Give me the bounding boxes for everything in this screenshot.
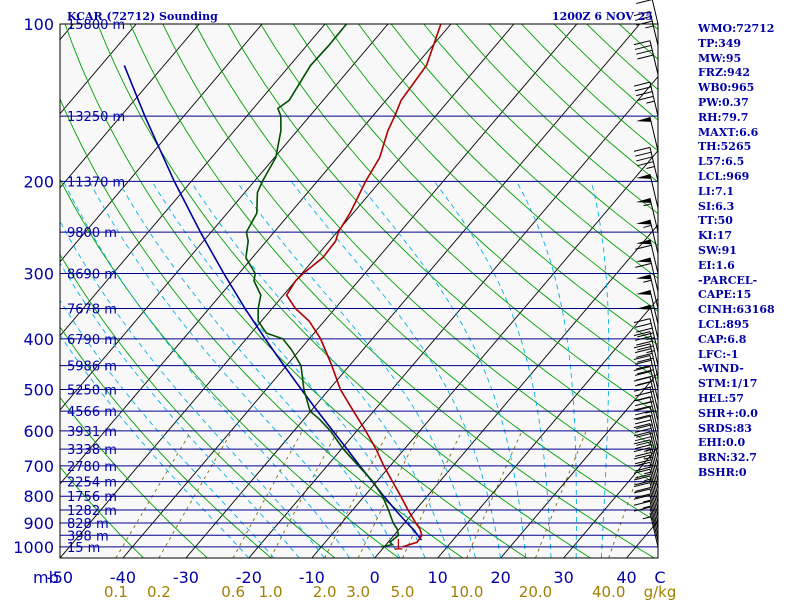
stat-line: BSHR:0	[698, 466, 798, 481]
pressure-tick-label: 100	[23, 15, 54, 34]
mixing-ratio-tick-label: 0.6	[221, 583, 245, 600]
stat-line: FRZ:942	[698, 66, 798, 81]
stat-line: EHI:0.0	[698, 436, 798, 451]
mixing-ratio-tick-label: 5.0	[391, 583, 415, 600]
mixing-ratio-tick-label: 3.0	[346, 583, 370, 600]
temperature-tick-label: 30	[553, 568, 573, 587]
mixing-ratio-tick-label: 0.1	[104, 583, 128, 600]
height-label: 8690 m	[67, 267, 117, 282]
stat-line: RH:79.7	[698, 111, 798, 126]
height-label: 13250 m	[67, 110, 125, 125]
temperature-tick-label: -50	[47, 568, 73, 587]
temperature-tick-label: 10	[428, 568, 448, 587]
stat-line: CAP:6.8	[698, 333, 798, 348]
stat-line: STM:1/17	[698, 377, 798, 392]
stat-line: LCL:969	[698, 170, 798, 185]
stat-line: BRN:32.7	[698, 451, 798, 466]
stat-line: CAPE:15	[698, 288, 798, 303]
mixing-ratio-unit-label: g/kg	[644, 583, 677, 600]
stat-line: LFC:-1	[698, 348, 798, 363]
stat-line: TP:349	[698, 37, 798, 52]
stat-line: TT:50	[698, 214, 798, 229]
height-label: 7678 m	[67, 303, 117, 318]
stat-line: LCL:895	[698, 318, 798, 333]
height-label: 9800 m	[67, 226, 117, 241]
stat-line: HEL:57	[698, 392, 798, 407]
pressure-tick-label: 500	[23, 381, 54, 400]
mixing-ratio-tick-label: 2.0	[313, 583, 337, 600]
stat-line: MW:95	[698, 52, 798, 67]
pressure-tick-label: 200	[23, 172, 54, 191]
height-label: 1282 m	[67, 504, 117, 519]
height-label: 5250 m	[67, 384, 117, 399]
height-label: 2254 m	[67, 476, 117, 491]
stat-line: PW:0.37	[698, 96, 798, 111]
mixing-ratio-tick-label: 10.0	[450, 583, 483, 600]
height-label: 3338 m	[67, 443, 117, 458]
stat-line: KI:17	[698, 229, 798, 244]
station-title: KCAR (72712) Sounding	[67, 10, 218, 23]
stat-line: L57:6.5	[698, 155, 798, 170]
pressure-tick-label: 600	[23, 422, 54, 441]
height-label: 3931 m	[67, 425, 117, 440]
mixing-ratio-tick-label: 1.0	[259, 583, 283, 600]
pressure-tick-label: 900	[23, 514, 54, 533]
pressure-tick-label: 300	[23, 264, 54, 283]
temperature-tick-label: -30	[173, 568, 199, 587]
stat-line: WB0:965	[698, 81, 798, 96]
height-label: 1756 m	[67, 490, 117, 505]
height-label: 5986 m	[67, 360, 117, 375]
pressure-tick-label: 400	[23, 330, 54, 349]
stat-line: LI:7.1	[698, 185, 798, 200]
stat-line: MAXT:6.6	[698, 126, 798, 141]
stat-line: SI:6.3	[698, 200, 798, 215]
valid-time: 1200Z 6 NOV 25	[552, 10, 653, 23]
stat-line: SRDS:83	[698, 422, 798, 437]
mixing-ratio-tick-label: 0.2	[147, 583, 171, 600]
stat-line: EI:1.6	[698, 259, 798, 274]
stat-line: CINH:63168	[698, 303, 798, 318]
pressure-tick-label: 800	[23, 487, 54, 506]
isotherm-line	[0, 24, 10, 558]
pressure-tick-label: 1000	[13, 538, 54, 557]
mixing-ratio-tick-label: 20.0	[519, 583, 552, 600]
height-label: 828 m	[67, 517, 109, 532]
height-label: 2780 m	[67, 460, 117, 475]
stat-line: SHR+:0.0	[698, 407, 798, 422]
mixing-ratio-tick-label: 40.0	[592, 583, 625, 600]
stat-line: -PARCEL-	[698, 274, 798, 289]
height-label: 11370 m	[67, 175, 125, 190]
height-label: 4566 m	[67, 405, 117, 420]
stat-line: WMO:72712	[698, 22, 798, 37]
height-label: 6790 m	[67, 333, 117, 348]
stat-line: -WIND-	[698, 362, 798, 377]
stat-line: SW:91	[698, 244, 798, 259]
stat-line: TH:5265	[698, 140, 798, 155]
temperature-tick-label: 0	[370, 568, 380, 587]
temperature-tick-label: 20	[490, 568, 510, 587]
pressure-tick-label: 700	[23, 457, 54, 476]
